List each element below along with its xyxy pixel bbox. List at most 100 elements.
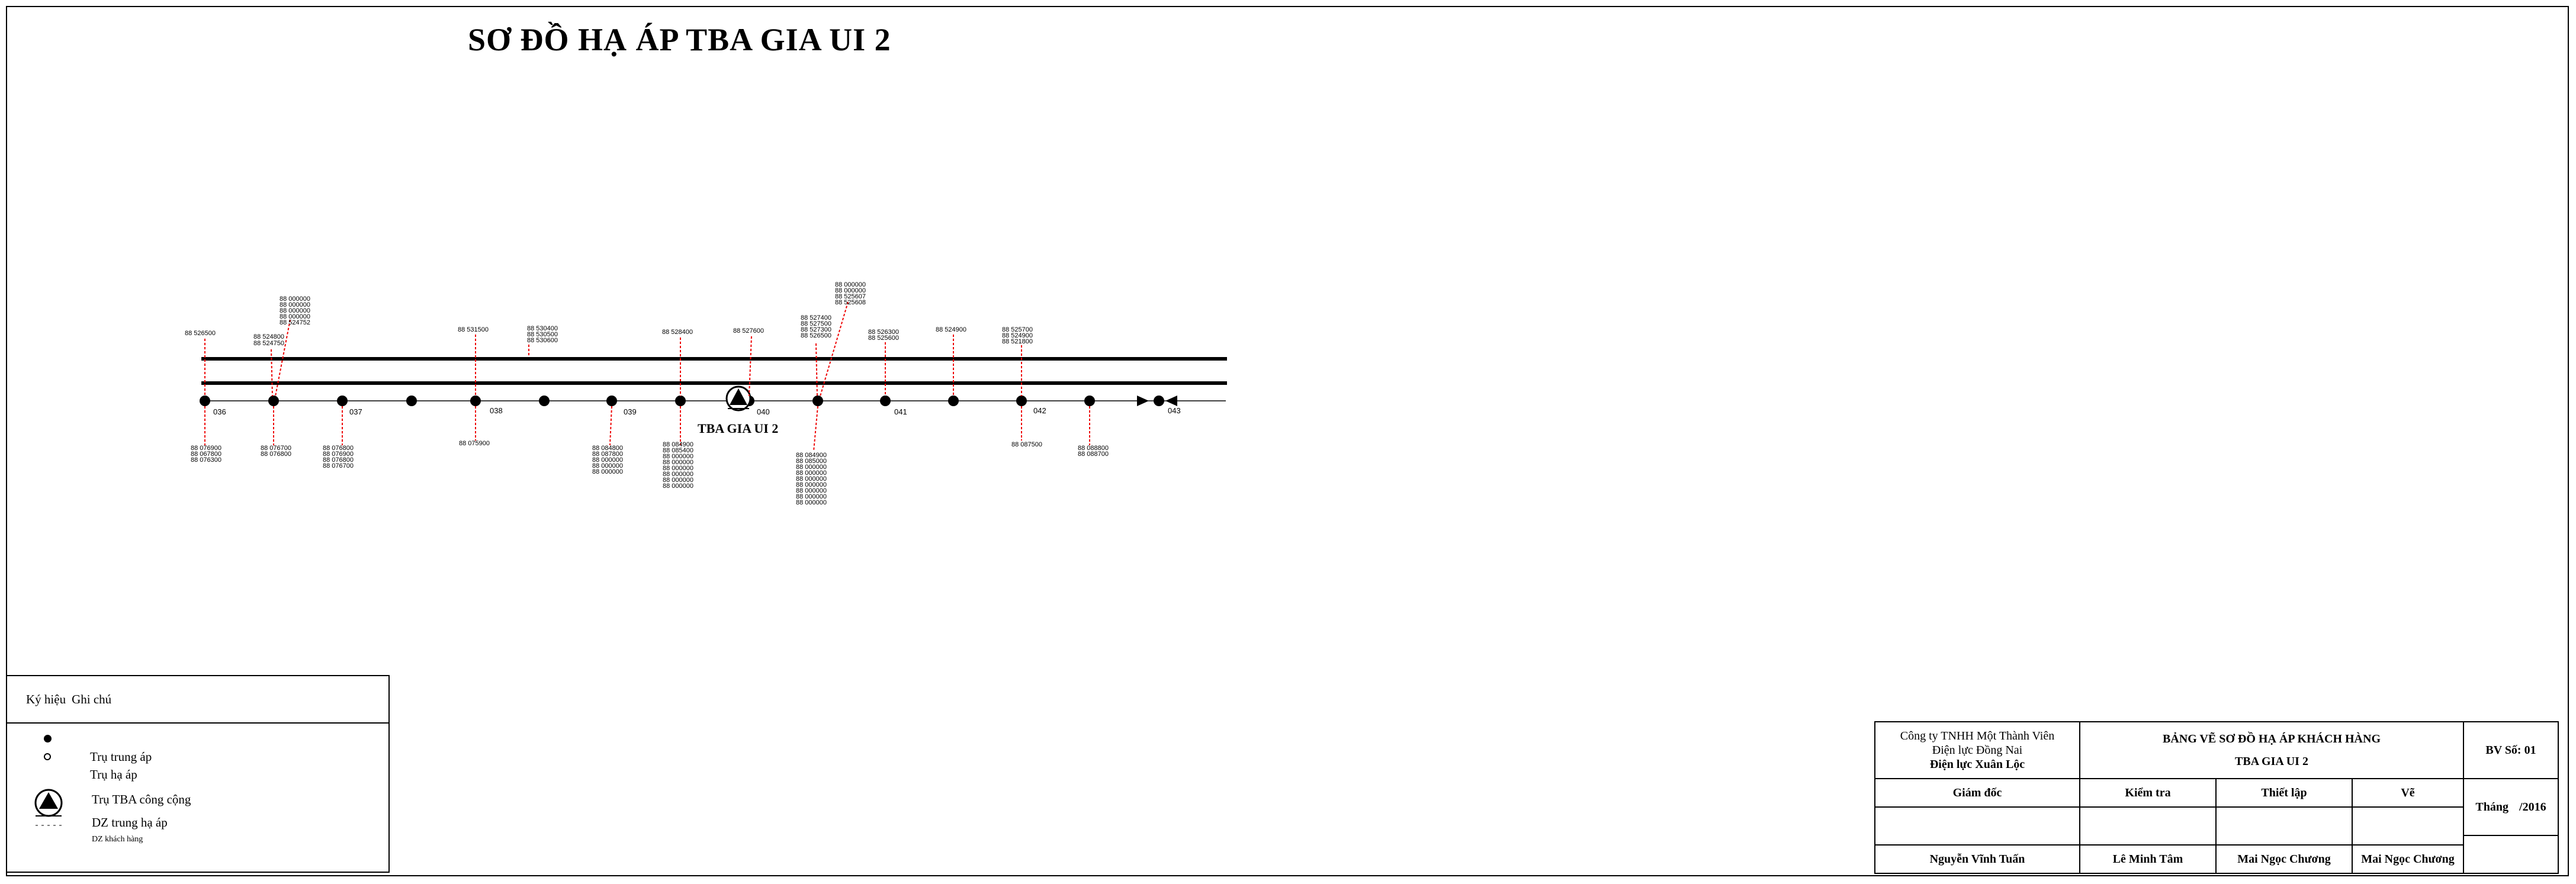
pole-node: [812, 396, 823, 406]
pole-number: 038: [490, 406, 503, 415]
company-line-3: Điện lực Xuân Lộc: [1929, 758, 2025, 771]
meter-label: 88 528400: [662, 329, 693, 336]
poles: [200, 396, 1164, 406]
meter-label: 88 000000: [796, 475, 827, 483]
role-check: Kiểm tra: [2125, 786, 2171, 799]
service-drop: [813, 406, 818, 452]
pole-node: [880, 396, 891, 406]
meter-label: 88 084800: [592, 445, 623, 452]
pole-node: [268, 396, 279, 406]
meter-label: 88 000000: [280, 313, 310, 320]
meter-label: 88 088800: [1078, 445, 1109, 452]
meter-label: 88 531500: [458, 326, 489, 333]
pole-number: 042: [1033, 406, 1046, 415]
meter-label: 88 530500: [527, 331, 558, 338]
meter-label: 88 085000: [796, 458, 827, 465]
meter-label: 88 000000: [280, 295, 310, 303]
legend-item-lv-pole: Trụ hạ áp: [90, 767, 137, 782]
meter-label: 88 527600: [733, 327, 764, 335]
pole-number: 040: [757, 407, 770, 416]
meter-label: 88 087500: [1011, 441, 1042, 448]
meter-label: 88 000000: [796, 493, 827, 500]
pole-node: [337, 396, 348, 406]
drawing-title: BẢNG VẼ SƠ ĐỒ HẠ ÁP KHÁCH HÀNG: [2163, 732, 2381, 745]
meter-label: 88 000000: [796, 481, 827, 488]
meter-label: 88 075900: [459, 440, 490, 447]
meter-label: 88 084900: [796, 452, 827, 459]
service-drop: [275, 319, 291, 397]
service-drop: [609, 406, 612, 446]
pole-number: 041: [894, 407, 907, 416]
end-arrow-icon: [1165, 396, 1177, 406]
meter-label: 88 524752: [280, 319, 310, 326]
pole-node: [470, 396, 481, 406]
meter-label: 88 000000: [796, 499, 827, 506]
meter-labels-above: 88 526500 88 524800 88 524750 88 000000 …: [185, 281, 1033, 347]
date-label: Tháng: [2475, 800, 2509, 814]
meter-label: 88 088700: [1078, 451, 1109, 458]
meter-label: 88 000000: [592, 457, 623, 464]
meter-label: 88 000000: [663, 483, 693, 490]
mv-lv-line-icon: [36, 825, 65, 826]
meter-label: 88 527400: [801, 314, 831, 322]
meter-label: 88 527500: [801, 320, 831, 327]
role-draw: Vẽ: [2401, 786, 2415, 799]
pole-node: [200, 396, 210, 406]
meter-label: 88 076700: [323, 462, 354, 470]
meter-label: 88 076900: [191, 445, 221, 452]
pole-node: [606, 396, 617, 406]
public-substation-icon: [34, 789, 63, 817]
meter-label: 88 525600: [868, 335, 899, 342]
name-draw: Mai Ngọc Chương: [2361, 852, 2455, 866]
pole-number: 036: [213, 407, 226, 416]
meter-label: 88 000000: [835, 287, 866, 294]
name-setup: Mai Ngọc Chương: [2237, 852, 2331, 866]
legend-symbol-heading: Ký hiệu: [26, 692, 66, 706]
service-drop: [749, 336, 752, 397]
meter-label: 88 067800: [191, 451, 221, 458]
meter-label: 88 076900: [323, 451, 354, 458]
meter-label: 88 525608: [835, 299, 866, 306]
meter-label: 88 085400: [663, 447, 693, 454]
mv-pole-icon: [44, 735, 52, 742]
legend-item-public-substation: Trụ TBA công cộng: [92, 792, 191, 806]
meter-label: 88 525700: [1002, 326, 1033, 333]
meter-label: 88 000000: [592, 468, 623, 475]
meter-label: 88 000000: [663, 459, 693, 466]
legend-header: Ký hiệu Ghi chú: [7, 676, 388, 724]
drawing-frame: [6, 6, 2569, 876]
meter-label: 88 000000: [835, 281, 866, 288]
legend-item-customer-line: DZ khách hàng: [92, 835, 143, 844]
service-drop: [815, 343, 818, 397]
meter-label: 88 000000: [796, 487, 827, 494]
date-cell: Tháng /2016: [2464, 779, 2558, 835]
meter-labels-below: 88 076900 88 067800 88 076300 88 076700 …: [191, 440, 1109, 506]
meter-label: 88 526300: [868, 329, 899, 336]
meter-label: 88 530400: [527, 325, 558, 332]
meter-label: 88 076800: [261, 451, 291, 458]
pole-node: [948, 396, 959, 406]
meter-label: 88 000000: [280, 307, 310, 314]
substation-icon: [725, 385, 751, 412]
lv-pole-icon: [44, 753, 51, 760]
diagram-title: SƠ ĐỒ HẠ ÁP TBA GIA UI 2: [468, 22, 891, 57]
name-check: Lê Minh Tâm: [2112, 852, 2183, 866]
meter-label: 88 084900: [663, 441, 693, 448]
pole-node: [406, 396, 417, 406]
pole-node: [1016, 396, 1027, 406]
meter-label: 88 000000: [796, 464, 827, 471]
substation-label: TBA GIA UI 2: [698, 421, 778, 436]
meter-label: 88 524900: [1002, 332, 1033, 339]
legend: Ký hiệu Ghi chú Trụ trung áp Trụ hạ áp T…: [6, 675, 390, 873]
drawing-title-cell: BẢNG VẼ SƠ ĐỒ HẠ ÁP KHÁCH HÀNG TBA GIA U…: [2080, 722, 2463, 778]
pole-number: 039: [624, 407, 637, 416]
pole-node: [1084, 396, 1095, 406]
pole-node: [675, 396, 686, 406]
role-setup: Thiết lập: [2261, 786, 2307, 799]
drawing-number: BV Số: 01: [2485, 743, 2536, 757]
meter-label: 88 530600: [527, 337, 558, 344]
meter-label: 88 076800: [323, 445, 354, 452]
company-line-2: Điện lực Đồng Nai: [1932, 744, 2023, 757]
date-year: /2016: [2519, 800, 2546, 814]
meter-label: 88 076300: [191, 457, 221, 464]
